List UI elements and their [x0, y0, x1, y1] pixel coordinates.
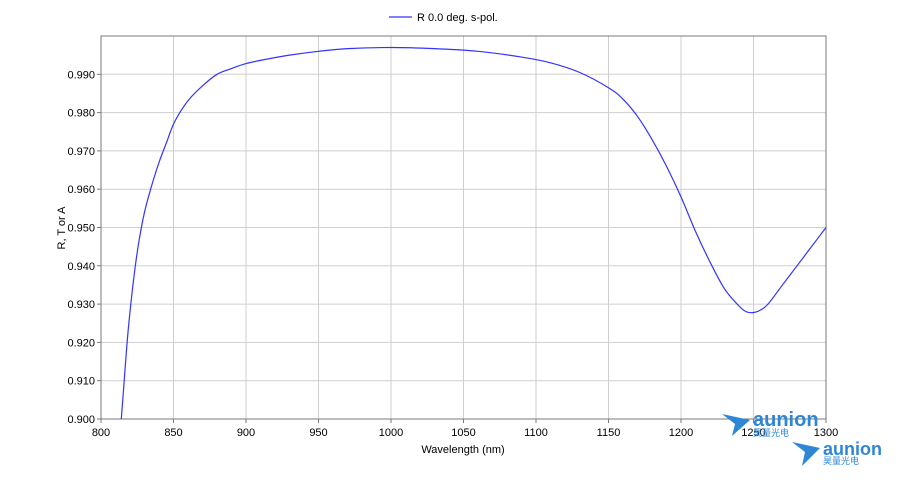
x-tick-labels: 800 850 900 950 1000 1050 1100 1150 1200 1250 1300 [92, 427, 838, 439]
y-tick-label: 0.950 [67, 223, 95, 235]
logo-bird-icon [792, 441, 820, 466]
y-tick-label: 0.940 [67, 261, 95, 273]
x-tick-label: 1250 [741, 427, 765, 439]
watermark-logo: aunion 昊量光电 [722, 410, 819, 439]
x-tick-label: 1000 [379, 427, 403, 439]
y-tick-label: 0.980 [67, 108, 95, 120]
x-tick-label: 1200 [669, 427, 693, 439]
y-tick-label: 0.970 [67, 146, 95, 158]
y-tick-label: 0.910 [67, 376, 95, 388]
logo-bird-icon [722, 413, 750, 436]
y-tick-labels: 0.900 0.910 0.920 0.930 0.940 0.950 0.960 0.970… [67, 69, 95, 426]
watermark-chinese: 昊量光电 [753, 429, 790, 439]
x-tick-label: 850 [164, 427, 182, 439]
legend: R 0.0 deg. s-pol. [389, 12, 498, 24]
x-tick-label: 900 [237, 427, 255, 439]
watermark-logo-2: aunion 昊量光电 [792, 440, 882, 467]
y-tick-label: 0.960 [67, 184, 95, 196]
x-tick-label: 1150 [597, 427, 621, 439]
y-tick-label: 0.920 [67, 337, 95, 349]
x-tick-label: 1300 [814, 427, 838, 439]
watermark-brand: aunion [823, 439, 882, 459]
y-tick-label: 0.990 [67, 69, 95, 81]
x-tick-label: 1100 [524, 427, 548, 439]
x-tick-label: 1050 [451, 427, 475, 439]
series-line [120, 46, 827, 420]
x-axis-label: Wavelength (nm) [421, 444, 504, 456]
legend-label: R 0.0 deg. s-pol. [417, 12, 498, 24]
watermark-brand: aunion [753, 409, 819, 431]
y-tick-label: 0.900 [67, 414, 95, 426]
y-axis-label: R, T or A [56, 206, 68, 250]
y-tick-label: 0.930 [67, 299, 95, 311]
watermark-chinese: 昊量光电 [823, 457, 860, 467]
x-tick-label: 800 [92, 427, 110, 439]
grid [97, 36, 827, 423]
x-tick-label: 950 [309, 427, 327, 439]
